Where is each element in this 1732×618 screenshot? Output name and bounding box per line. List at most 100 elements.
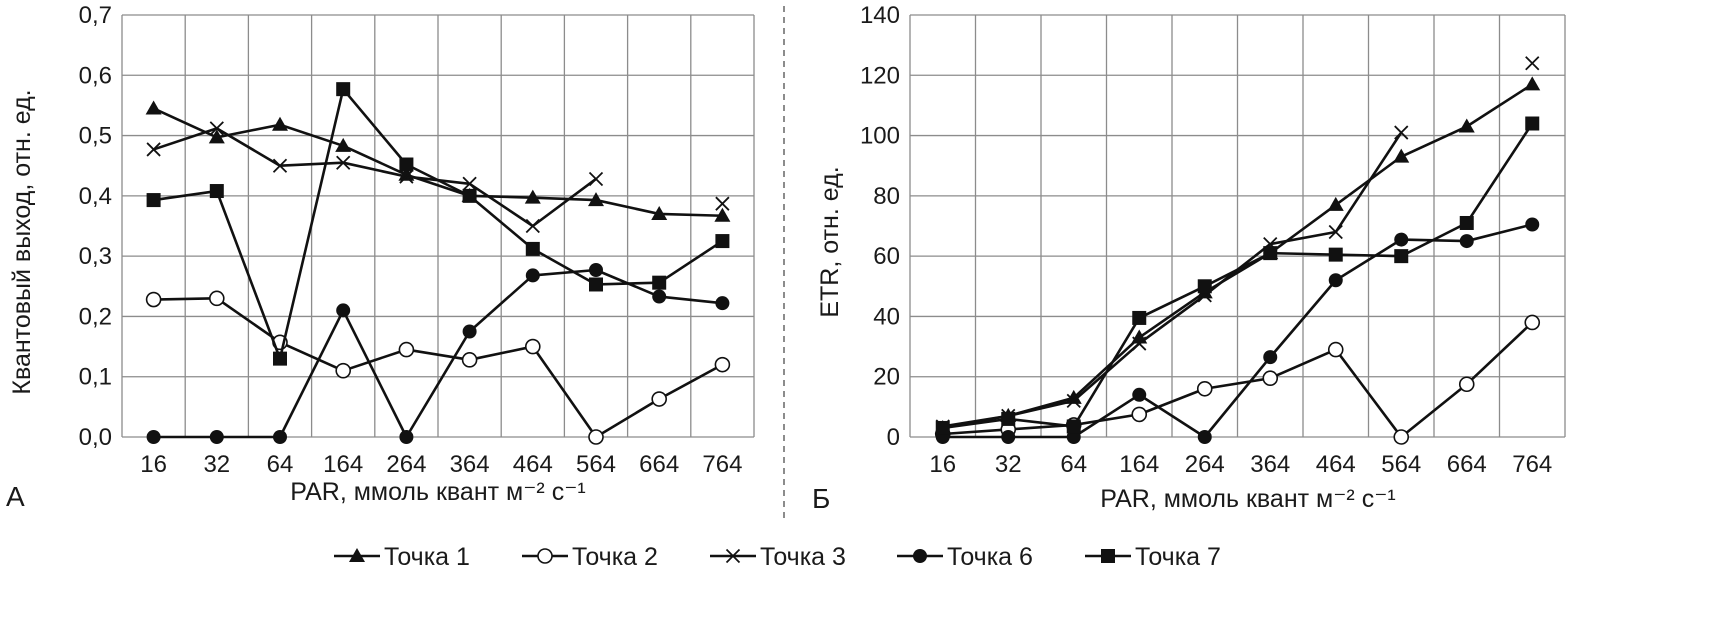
panel-a-point-7-point: [462, 188, 477, 203]
panel-a-y-tick-label: 0,6: [79, 62, 112, 89]
panel-b-point-6-point: [1263, 350, 1278, 365]
panel-b-point-7-point: [1459, 215, 1474, 230]
panel-b-x-tick-label: 664: [1447, 451, 1487, 478]
panel-a-x-axis-title: PAR, ммоль квант м⁻² с⁻¹: [290, 478, 585, 506]
panel-a-x-tick-label: 264: [386, 451, 426, 478]
panel-a-x-tick-label: 164: [323, 451, 363, 478]
legend-label: Точка 3: [760, 543, 846, 571]
panel-a-point-3-point: [525, 218, 540, 234]
panel-a-point-2-point: [588, 429, 604, 445]
panel-b-y-tick-label: 0: [887, 424, 900, 451]
panel-b-y-tick-labels: 0 20 40 60 80 100 120 140: [860, 2, 900, 451]
panel-a-point-6-point: [146, 430, 161, 444]
panel-a-point-1-point: [588, 192, 604, 207]
panel-a-x-tick-label: 64: [267, 451, 294, 478]
panel-b-point-6-point: [1459, 234, 1474, 249]
panel-b-point-1-point: [1327, 196, 1344, 211]
panel-b-point-6-point: [1197, 430, 1212, 444]
legend-item-point-1: Точка 1: [334, 543, 470, 571]
panel-b-series-point-7: [935, 116, 1540, 435]
panel-b-point-2-point: [1458, 376, 1475, 393]
panel-a-point-2-line: [153, 297, 724, 439]
legend-label: Точка 7: [1135, 543, 1221, 571]
panel-b-y-tick-label: 20: [873, 364, 900, 391]
panel-a-point-6-point: [462, 324, 477, 339]
panel-b-point-2-point: [1262, 370, 1279, 387]
panel-b-point-7-point: [1328, 247, 1343, 262]
panel-a-point-2-point: [145, 291, 162, 308]
panel-a-y-tick-labels: 0,0 0,1 0,2 0,3 0,4 0,5 0,6 0,7: [79, 2, 112, 451]
panel-b-y-tick-label: 60: [873, 243, 900, 270]
panel-a-grid: [121, 14, 755, 438]
panel-a-point-3-point: [209, 121, 224, 136]
panel-b-point-2-point: [1524, 314, 1541, 331]
panel-b-point-1-point: [1131, 329, 1148, 344]
panel-a-point-1-point: [524, 189, 541, 204]
panel-a-point-1-line: [153, 107, 723, 218]
panel-a-letter: А: [6, 481, 25, 512]
panel-b-point-6-point: [1394, 232, 1409, 247]
panel-a-point-7-point: [589, 277, 603, 292]
panel-a-point-1-point: [335, 137, 352, 152]
panel-b-point-6-point: [1525, 217, 1540, 232]
panel-b-point-2-point: [1393, 429, 1410, 445]
panel-b-point-1-point: [1065, 389, 1082, 404]
panel-a-point-6-point: [336, 303, 351, 318]
panel-b-y-tick-label: 80: [873, 183, 900, 210]
panel-b-y-tick-label: 140: [860, 2, 900, 29]
panel-a-point-3-point: [588, 171, 604, 187]
panel-a-point-3-point: [272, 158, 288, 173]
legend-marker-x: [725, 548, 741, 564]
panel-a-x-tick-label: 32: [203, 451, 230, 478]
panel-a-y-tick-label: 0,2: [79, 303, 112, 330]
panel-b-point-7-point: [1066, 419, 1081, 434]
panel-a-point-7-point: [715, 234, 730, 249]
panel-a-point-1-point: [208, 129, 225, 144]
panel-b-point-6-point: [1132, 387, 1147, 402]
panel-a-series: [145, 82, 731, 445]
panel-a-point-6-point: [525, 268, 540, 283]
panel-b-point-3-point: [1525, 56, 1540, 71]
panel-b-x-tick-labels: 16 32 64 164 264 364 464 564 664 764: [929, 451, 1552, 478]
panel-b-point-7-point: [1394, 249, 1409, 264]
panel-b-x-tick-label: 64: [1060, 451, 1087, 478]
panel-b-x-tick-label: 464: [1316, 451, 1356, 478]
panel-a-point-2-point: [398, 341, 415, 358]
panel-a-point-7-point: [652, 275, 667, 290]
panel-a-x-tick-label: 464: [513, 451, 553, 478]
legend-label: Точка 6: [947, 543, 1033, 571]
panel-a-point-3-point: [399, 169, 414, 184]
legend-label: Точка 1: [384, 543, 470, 571]
panel-b-point-1-point: [1393, 148, 1410, 163]
panel-b-series: [934, 56, 1541, 445]
panel-a-x-tick-label: 664: [639, 451, 679, 478]
panel-b-y-tick-label: 100: [860, 123, 900, 150]
panel-a-y-tick-label: 0,1: [79, 364, 112, 391]
panel-a-point-3-point: [462, 176, 477, 191]
panel-a-chart: 0,0 0,1 0,2 0,3 0,4 0,5 0,6 0,7 16 32 64 164 264 364…: [6, 2, 755, 512]
panel-b-x-tick-label: 764: [1512, 451, 1552, 478]
panel-b-x-tick-label: 564: [1381, 451, 1421, 478]
panel-a-point-7-point: [336, 82, 351, 97]
panel-b-point-6-point: [1001, 430, 1016, 444]
legend-item-point-7: Точка 7: [1085, 543, 1221, 571]
panel-b-point-1-point: [1458, 118, 1475, 133]
panel-a-point-6-point: [273, 430, 287, 444]
panel-a-point-1-point: [145, 100, 162, 115]
panel-b-point-3-point: [1328, 224, 1343, 240]
legend-item-point-6: Точка 6: [897, 543, 1033, 571]
panel-b-y-tick-label: 120: [860, 62, 900, 89]
panel-a-x-tick-labels: 16 32 64 164 264 364 464 564 664 764: [140, 451, 742, 478]
panel-a-point-2-point: [524, 338, 541, 355]
panel-b-point-2-point: [1196, 380, 1213, 397]
panel-a-y-tick-label: 0,7: [79, 2, 112, 29]
panel-a-point-7-point: [399, 157, 414, 172]
panel-a-point-7-point: [525, 241, 540, 256]
panel-b-y-tick-label: 40: [873, 303, 900, 330]
legend: Точка 1 Точка 2 Точка 3 Точка 6 Точка 7: [334, 543, 1221, 571]
panel-b-chart: 0 20 40 60 80 100 120 140 16 32 64 164 264 364 464 564…: [812, 2, 1566, 514]
panel-b-point-2-point: [1131, 406, 1148, 423]
panel-b-point-2-point: [1327, 341, 1344, 358]
legend-marker-circle-open: [537, 548, 553, 564]
